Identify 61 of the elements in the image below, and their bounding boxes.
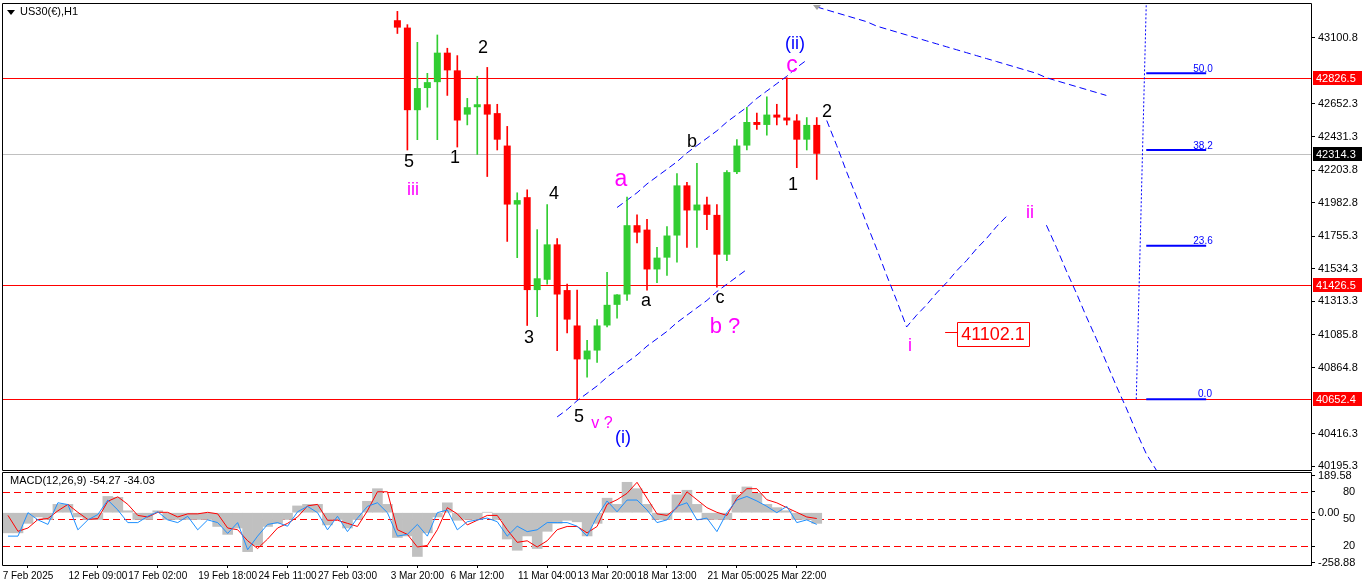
- annotation: (i): [615, 426, 631, 447]
- annotation: b ?: [709, 313, 741, 339]
- y-tick-label: 41982.8: [1318, 195, 1358, 208]
- annotation: 1: [449, 146, 461, 167]
- x-tick-label: 17 Feb 02:00: [128, 569, 188, 581]
- x-tick-label: 6 Mar 12:00: [450, 569, 505, 581]
- ref-line-label: 40652.4: [1316, 393, 1356, 406]
- x-tick-label: 27 Feb 03:00: [318, 569, 378, 581]
- x-tick-label: 11 Mar 04:00: [518, 569, 577, 581]
- y-tick-label: 41755.3: [1318, 229, 1358, 242]
- x-tick-label: 24 Feb 11:00: [258, 569, 318, 581]
- y-tick-label: 41313.3: [1318, 294, 1358, 307]
- annotation: 5: [403, 150, 415, 171]
- annotation: 50.0: [1193, 62, 1214, 74]
- annotation: iii: [407, 178, 419, 199]
- annotation: 41102.1: [961, 323, 1025, 344]
- y-tick-label: 40416.3: [1318, 426, 1358, 439]
- x-tick-label: 12 Feb 09:00: [68, 569, 128, 581]
- annotation: 0.0: [1198, 387, 1213, 399]
- x-tick-label: 25 Mar 22:00: [767, 569, 827, 581]
- annotation: (ii): [785, 32, 805, 53]
- y-tick-label: 42203.8: [1318, 163, 1358, 176]
- y2-tick-label: 80: [1343, 484, 1356, 497]
- annotation: i: [908, 334, 912, 355]
- annotation: 23.6: [1193, 234, 1214, 246]
- x-tick-label: 3 Mar 20:00: [390, 569, 445, 581]
- chart-title: US30(€),H1: [20, 5, 79, 18]
- y-tick-label: 41085.8: [1318, 327, 1358, 340]
- x-tick-label: 13 Mar 20:00: [577, 569, 637, 581]
- y-tick-label: 0.00: [1318, 505, 1340, 518]
- annotation: 38.2: [1193, 139, 1214, 151]
- y-tick-label: 42431.3: [1318, 129, 1358, 142]
- annotation: c: [715, 286, 725, 307]
- chart-title: MACD(12,26,9) -54.27 -34.03: [10, 474, 155, 487]
- x-tick-label: 18 Mar 13:00: [637, 569, 697, 581]
- annotation: 5: [573, 405, 585, 426]
- y-tick-label: 43100.8: [1318, 30, 1358, 43]
- ref-line-label: 41426.5: [1316, 279, 1356, 292]
- annotation: a: [640, 289, 652, 310]
- annotation: v ?: [591, 414, 613, 432]
- y-tick-label: 40195.3: [1318, 459, 1358, 472]
- annotation: b: [686, 130, 698, 151]
- y-tick-label: 42652.3: [1318, 96, 1358, 109]
- annotation: 2: [477, 36, 489, 57]
- y2-tick-label: 50: [1343, 512, 1356, 525]
- annotation: 1: [787, 173, 799, 194]
- annotation: 3: [523, 326, 535, 347]
- y2-tick-label: 20: [1343, 539, 1356, 552]
- y-tick-label: -258.88: [1318, 555, 1356, 568]
- x-tick-label: 7 Feb 2025: [2, 569, 54, 581]
- annotation: 4: [548, 182, 560, 203]
- annotation: a: [614, 165, 628, 192]
- y-tick-label: 40864.8: [1318, 360, 1358, 373]
- x-tick-label: 19 Feb 18:00: [198, 569, 258, 581]
- ref-line-label: 42826.5: [1316, 72, 1356, 85]
- annotation: 2: [821, 100, 833, 121]
- y-tick-label: 189.58: [1318, 469, 1352, 482]
- x-tick-label: 21 Mar 05:00: [707, 569, 767, 581]
- annotation: ii: [1026, 201, 1034, 222]
- y-tick-label: 41534.3: [1318, 261, 1358, 274]
- ref-line-label: 42314.3: [1316, 148, 1356, 161]
